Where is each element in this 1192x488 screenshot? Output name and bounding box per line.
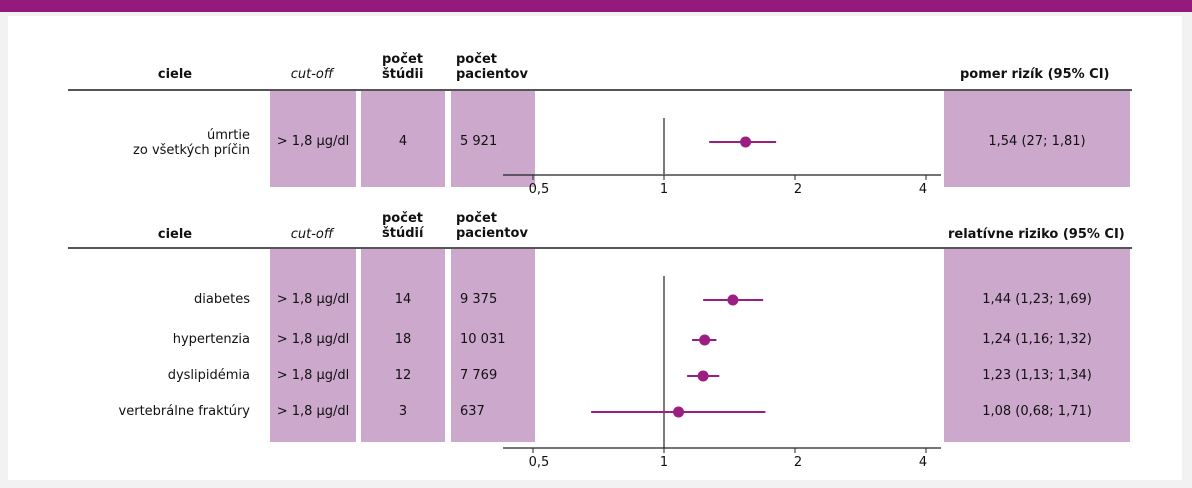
- row-studies: 18: [394, 332, 412, 347]
- row-patients: 5 921: [460, 134, 498, 149]
- point-estimate: [673, 406, 685, 418]
- axis-tick-label: 0,5: [528, 455, 550, 470]
- header-divider: [68, 89, 1132, 91]
- axis-tick-label: 2: [793, 182, 803, 197]
- row-ci: 1,08 (0,68; 1,71): [982, 404, 1092, 419]
- row-studies: 4: [398, 134, 408, 149]
- axis-tick-label: 1: [659, 455, 669, 470]
- row-ci: 1,44 (1,23; 1,69): [982, 292, 1092, 307]
- patients-column-bg: [451, 249, 535, 442]
- row-cutoff: > 1,8 µg/dl: [276, 404, 350, 419]
- row-studies: 14: [394, 292, 412, 307]
- header-ratio: relatívne riziko (95% CI): [948, 227, 1125, 242]
- header-patients: počet pacientov: [456, 211, 528, 241]
- cutoff-column-bg: [270, 91, 356, 187]
- point-estimate: [740, 136, 752, 148]
- row-cutoff: > 1,8 µg/dl: [276, 332, 350, 347]
- axis-tick-label: 4: [918, 455, 928, 470]
- row-target: diabetes: [194, 292, 250, 307]
- axis-tick-label: 4: [918, 182, 928, 197]
- row-studies: 3: [398, 404, 408, 419]
- row-cutoff: > 1,8 µg/dl: [276, 368, 350, 383]
- row-studies: 12: [394, 368, 412, 383]
- point-estimate: [697, 370, 709, 382]
- row-target: vertebrálne fraktúry: [118, 404, 250, 419]
- header-cutoff: cut-off: [290, 227, 334, 242]
- header-ratio: pomer rizík (95% CI): [960, 67, 1110, 82]
- top-title-bar: [0, 0, 1192, 12]
- row-target: hypertenzia: [172, 332, 250, 347]
- axis-tick-label: 0,5: [528, 182, 550, 197]
- row-target: úmrtie zo všetkých príčin: [133, 128, 250, 158]
- axis-tick-label: 2: [793, 455, 803, 470]
- header-studies: počet štúdii: [382, 52, 424, 82]
- header-divider: [68, 247, 1132, 249]
- row-patients: 637: [460, 404, 485, 419]
- row-patients: 7 769: [460, 368, 498, 383]
- row-ci: 1,54 (27; 1,81): [988, 134, 1086, 149]
- patients-column-bg: [451, 91, 535, 187]
- studies-column-bg: [361, 91, 445, 187]
- row-ci: 1,23 (1,13; 1,34): [982, 368, 1092, 383]
- studies-column-bg: [361, 249, 445, 442]
- point-estimate: [699, 334, 711, 346]
- row-cutoff: > 1,8 µg/dl: [276, 134, 350, 149]
- header-target: ciele: [157, 67, 193, 82]
- row-cutoff: > 1,8 µg/dl: [276, 292, 350, 307]
- row-patients: 9 375: [460, 292, 498, 307]
- cutoff-column-bg: [270, 249, 356, 442]
- ci-column-bg: [944, 249, 1130, 442]
- header-studies: počet štúdií: [382, 211, 424, 241]
- row-patients: 10 031: [460, 332, 506, 347]
- row-target: dyslipidémia: [167, 368, 250, 383]
- ci-column-bg: [944, 91, 1130, 187]
- point-estimate: [727, 294, 739, 306]
- header-target: ciele: [157, 227, 193, 242]
- header-patients: počet pacientov: [456, 52, 528, 82]
- axis-tick-label: 1: [659, 182, 669, 197]
- row-ci: 1,24 (1,16; 1,32): [982, 332, 1092, 347]
- header-cutoff: cut-off: [290, 67, 334, 82]
